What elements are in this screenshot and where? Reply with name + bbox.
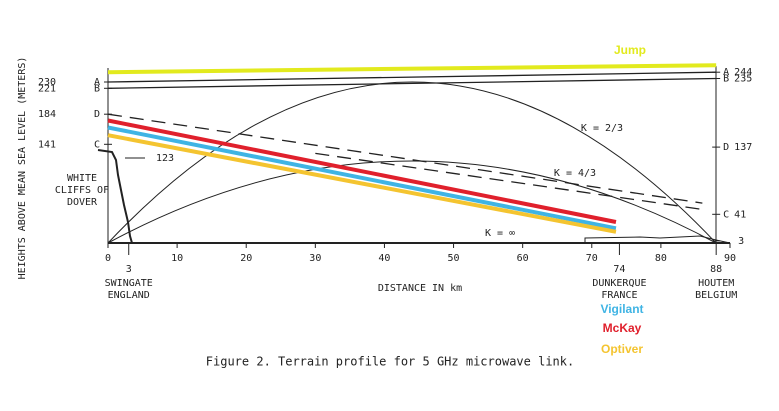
cliff-label: CLIFFS OF (55, 185, 109, 196)
terrain (584, 235, 731, 244)
right-letter: A (723, 67, 729, 78)
right-letter: C (723, 209, 729, 220)
reference-line (107, 113, 703, 204)
right-letter: D (723, 142, 729, 153)
cliff-label: DOVER (67, 197, 98, 208)
site-label: ENGLAND (108, 290, 150, 301)
right-tick-label: 137 (734, 142, 752, 153)
link-line (107, 63, 717, 75)
left-letter: A (94, 77, 100, 88)
layout (97, 66, 731, 244)
site-tick-label: 88 (710, 264, 722, 275)
x-tick-label: 50 (448, 253, 460, 264)
reference-line (107, 71, 717, 83)
site-label: DUNKERQUE (592, 278, 646, 289)
k-label: K = 2/3 (581, 123, 623, 134)
left-tick-label: 141 (38, 139, 56, 150)
legend-entry: Vigilant (600, 302, 643, 316)
legend-entry: Optiver (601, 342, 643, 356)
x-axis-label: DISTANCE IN km (378, 283, 462, 294)
site-tick-label: 3 (126, 264, 132, 275)
legend-entry: Jump (614, 43, 646, 57)
right-tick-label: 235 (734, 74, 752, 85)
x-tick-label: 80 (655, 253, 667, 264)
left-tick-label: 230 (38, 77, 56, 88)
link-line (107, 125, 617, 231)
legend-entry: McKay (603, 321, 642, 335)
caption: Figure 2. Terrain profile for 5 GHz micr… (206, 355, 574, 369)
x-tick-label: 10 (171, 253, 183, 264)
y-axis-label: HEIGHTS ABOVE MEAN SEA LEVEL (METERS) (17, 57, 28, 280)
link-line (107, 118, 617, 224)
cliff-label: WHITE (67, 173, 97, 184)
left-tick-label: 184 (38, 109, 56, 120)
left-letter: D (94, 109, 100, 120)
x-tick-label: 60 (517, 253, 529, 264)
right-tick-label: 244 (734, 67, 752, 78)
k-2-3-curve (107, 81, 717, 244)
x-tick-label: 20 (240, 253, 252, 264)
link-line (107, 133, 617, 234)
left-tick-label: 221 (38, 83, 56, 94)
x-tick-label: 0 (105, 253, 111, 264)
left-letter: B (94, 83, 100, 94)
right-tick-label: 3 (738, 236, 744, 247)
k-label: K = ∞ (485, 228, 515, 239)
x-tick-label: 70 (586, 253, 598, 264)
left-letter: C (94, 139, 100, 150)
right-tick-label: 41 (734, 209, 746, 220)
site-label: FRANCE (601, 290, 637, 301)
site-label: HOUTEM (698, 278, 734, 289)
right-letter: B (723, 74, 729, 85)
x-tick-label: 40 (378, 253, 390, 264)
site-label: SWINGATE (105, 278, 153, 289)
k-label: K = 4/3 (554, 168, 596, 179)
x-tick-label: 90 (724, 253, 736, 264)
k-4-3-curve (107, 160, 717, 244)
reference-line (107, 77, 717, 89)
site-tick-label: 74 (613, 264, 625, 275)
cliff (97, 149, 133, 244)
cliff-height: 123 (156, 153, 174, 164)
site-label: BELGIUM (695, 290, 737, 301)
x-tick-label: 30 (309, 253, 321, 264)
